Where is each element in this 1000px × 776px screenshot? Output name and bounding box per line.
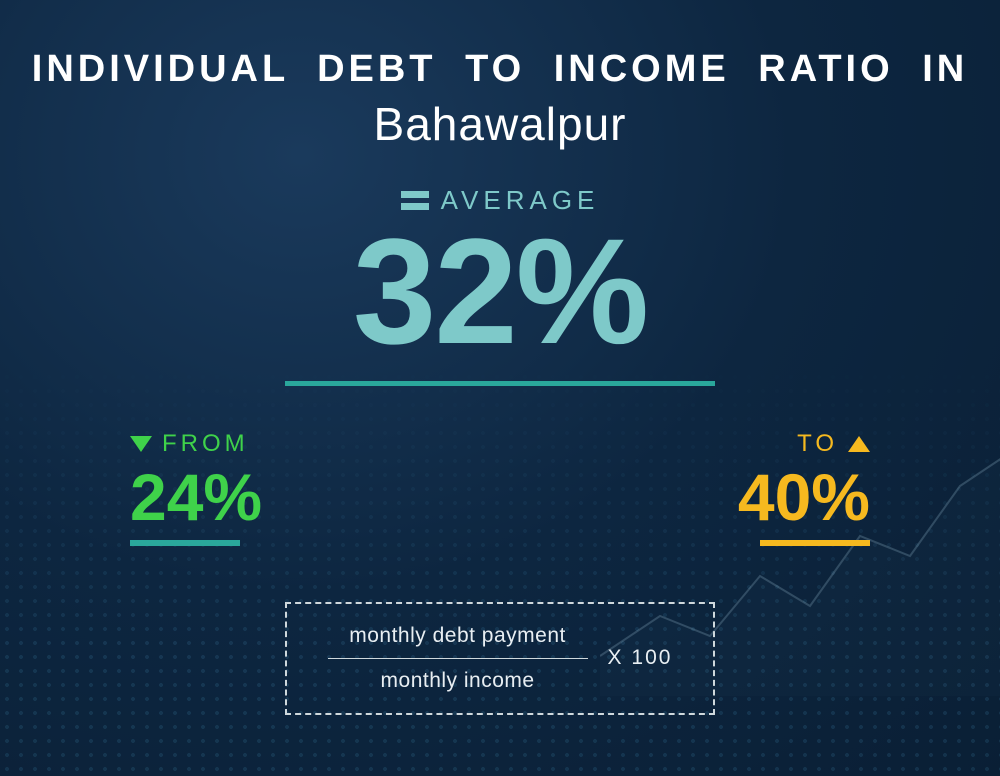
title-line-2: Bahawalpur bbox=[0, 97, 1000, 151]
infographic-content: INDIVIDUAL DEBT TO INCOME RATIO IN Bahaw… bbox=[0, 0, 1000, 715]
formula-multiplier: X 100 bbox=[608, 646, 673, 670]
range-to-value: 40% bbox=[738, 464, 870, 530]
average-value: 32% bbox=[285, 220, 715, 363]
triangle-down-icon bbox=[130, 436, 152, 452]
formula-fraction: monthly debt payment monthly income bbox=[328, 624, 588, 694]
range-from-label: FROM bbox=[162, 430, 249, 458]
range-row: FROM 24% TO 40% bbox=[130, 430, 870, 546]
title-line-1: INDIVIDUAL DEBT TO INCOME RATIO IN bbox=[0, 48, 1000, 91]
range-from-block: FROM 24% bbox=[130, 430, 262, 546]
range-from-underline bbox=[130, 540, 240, 546]
average-underline bbox=[285, 381, 715, 386]
fraction-bar bbox=[328, 658, 588, 660]
formula-denominator: monthly income bbox=[381, 669, 535, 693]
formula-box: monthly debt payment monthly income X 10… bbox=[285, 602, 715, 716]
range-to-underline bbox=[760, 540, 870, 546]
range-to-label: TO bbox=[797, 430, 838, 458]
average-block: AVERAGE 32% bbox=[285, 185, 715, 386]
range-to-block: TO 40% bbox=[738, 430, 870, 546]
formula-numerator: monthly debt payment bbox=[349, 624, 566, 648]
range-from-value: 24% bbox=[130, 464, 262, 530]
triangle-up-icon bbox=[848, 436, 870, 452]
